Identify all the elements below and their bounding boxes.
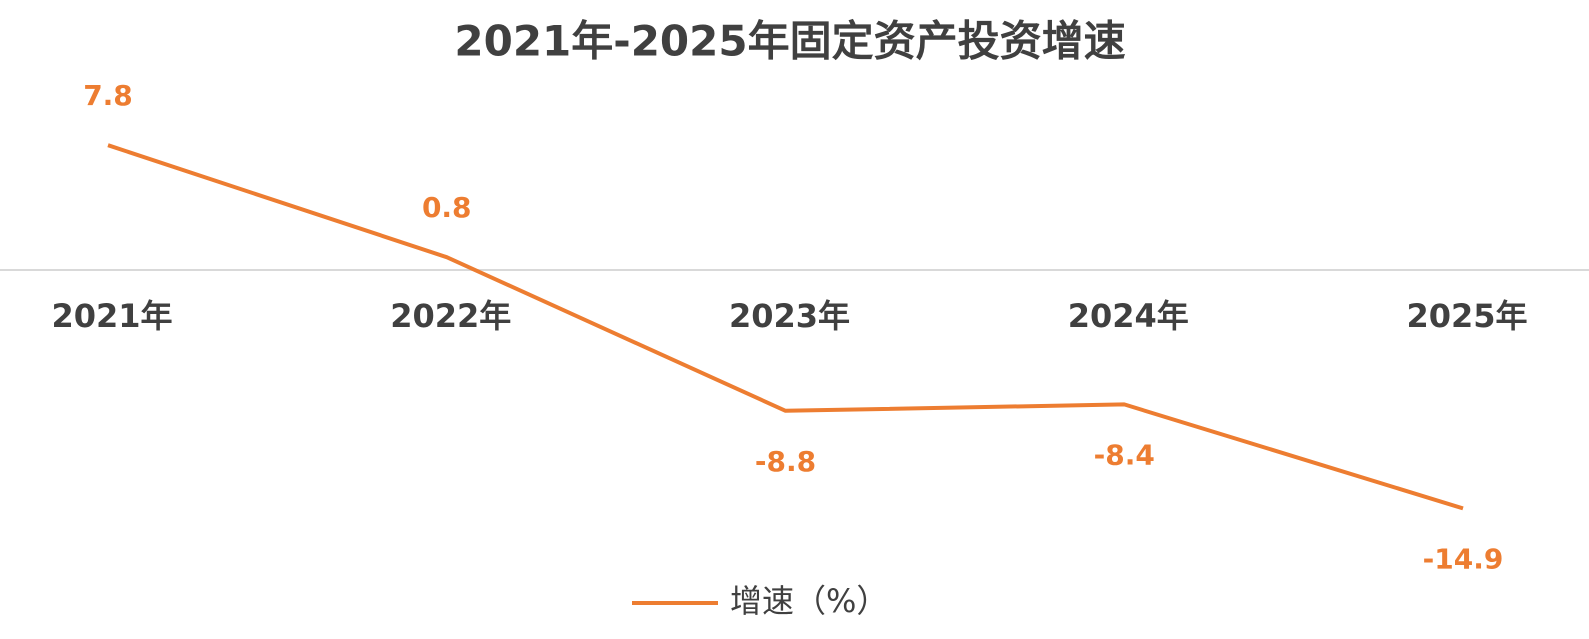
x-tick-label: 2023年	[729, 297, 850, 335]
data-label: 0.8	[422, 191, 472, 224]
data-line	[107, 143, 1464, 511]
chart-title: 2021年-2025年固定资产投资增速	[454, 17, 1125, 66]
data-label: -8.4	[1094, 438, 1155, 471]
x-tick-label: 2021年	[51, 297, 172, 335]
data-label: -14.9	[1423, 542, 1504, 575]
x-tick-label: 2024年	[1068, 297, 1189, 335]
data-label: -8.8	[755, 445, 816, 478]
legend-label: 增速（%）	[730, 582, 888, 620]
data-label: 7.8	[83, 79, 133, 112]
x-tick-label: 2025年	[1406, 297, 1527, 335]
x-tick-label: 2022年	[390, 297, 511, 335]
